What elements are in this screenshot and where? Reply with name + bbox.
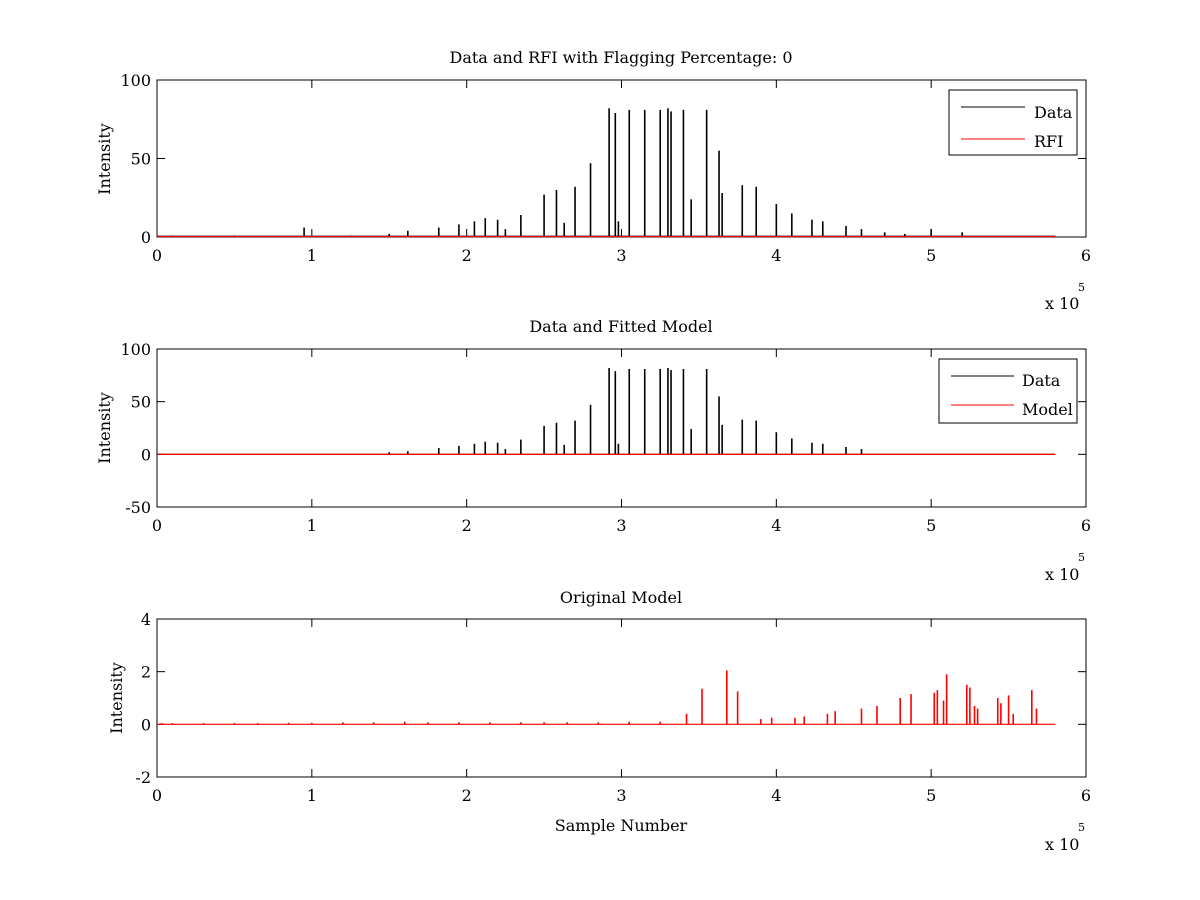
panel-1-x-exponent-power: 5 — [1078, 281, 1085, 294]
y-tick-label: 50 — [131, 150, 151, 169]
y-tick-label: 4 — [141, 610, 151, 629]
panel-3-title: Original Model — [560, 588, 682, 607]
axes-box — [156, 348, 1087, 508]
x-tick-label: 3 — [616, 786, 626, 805]
y-tick-label: 0 — [141, 445, 151, 464]
x-tick-label: 3 — [616, 516, 626, 535]
panel-3-xlabel: Sample Number — [555, 816, 688, 835]
y-tick-label: 100 — [120, 71, 151, 90]
legend-label-data: Data — [1034, 103, 1073, 122]
legend-box — [948, 89, 1078, 156]
panel-2-legend: Data Model — [938, 358, 1078, 424]
y-tick-label: 0 — [141, 715, 151, 734]
x-tick-label: 5 — [926, 786, 936, 805]
x-tick-label: 4 — [771, 516, 781, 535]
x-tick-label: 5 — [926, 246, 936, 265]
y-tick-label: -2 — [135, 768, 151, 787]
panel-2: Data and Fitted Model Intensity 0 1 2 3 4 5 6 -… — [95, 317, 1091, 584]
series-model — [157, 670, 1056, 725]
panel-2-x-exponent: x 10 — [1045, 565, 1079, 584]
panel-1-legend: Data RFI — [948, 89, 1078, 156]
x-tick-label: 2 — [462, 246, 472, 265]
x-tick-label: 4 — [771, 786, 781, 805]
x-tick-label: 6 — [1081, 246, 1091, 265]
panel-1-plot-area: 0 1 2 3 4 5 6 0 50 100 — [120, 71, 1091, 265]
panel-2-x-exponent-power: 5 — [1078, 551, 1085, 564]
legend-label-model: Model — [1022, 400, 1073, 419]
y-tick-label: 100 — [120, 340, 151, 359]
x-tick-label: 0 — [152, 516, 162, 535]
x-tick-label: 1 — [307, 786, 317, 805]
axes-box — [156, 79, 1087, 238]
y-tick-label: 2 — [141, 663, 151, 682]
panel-1-title: Data and RFI with Flagging Percentage: 0 — [449, 48, 792, 67]
x-tick-label: 6 — [1081, 516, 1091, 535]
x-tick-label: 1 — [307, 516, 317, 535]
y-tick-label: 0 — [141, 228, 151, 247]
panel-3-x-exponent-power: 5 — [1078, 821, 1085, 834]
y-tick-label: -50 — [125, 498, 151, 517]
x-tick-label: 0 — [152, 246, 162, 265]
panel-1-ylabel: Intensity — [95, 123, 114, 195]
x-tick-label: 6 — [1081, 786, 1091, 805]
x-tick-label: 1 — [307, 246, 317, 265]
panel-2-ylabel: Intensity — [95, 392, 114, 464]
panel-1-x-exponent: x 10 — [1045, 294, 1079, 313]
y-tick-label: 50 — [131, 393, 151, 412]
x-tick-label: 5 — [926, 516, 936, 535]
panel-3-ylabel: Intensity — [107, 662, 126, 734]
x-tick-label: 2 — [462, 516, 472, 535]
x-tick-label: 4 — [771, 246, 781, 265]
x-tick-label: 3 — [616, 246, 626, 265]
x-tick-label: 2 — [462, 786, 472, 805]
panel-1: Data and RFI with Flagging Percentage: 0… — [95, 48, 1091, 313]
panel-2-title: Data and Fitted Model — [529, 317, 712, 336]
legend-label-rfi: RFI — [1034, 132, 1063, 151]
x-tick-label: 0 — [152, 786, 162, 805]
legend-label-data: Data — [1022, 371, 1061, 390]
panel-3-x-exponent: x 10 — [1045, 835, 1079, 854]
legend-box — [938, 358, 1078, 424]
